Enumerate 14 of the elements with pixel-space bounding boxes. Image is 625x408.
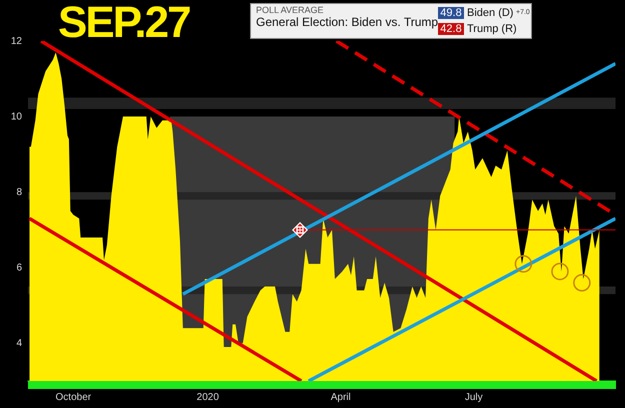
chart-title: SEP.27 [58,0,190,47]
x-tick-label: 2020 [196,392,220,403]
point [514,255,532,273]
x-tick-label: October [56,392,92,403]
y-tick-label: 4 [16,338,22,349]
y-tick-label: 12 [10,36,22,47]
point [573,274,591,292]
point [551,262,569,280]
x-tick-label: July [464,392,483,403]
x-tick-label: April [330,392,351,403]
y-tick-label: 6 [16,262,22,274]
chart-subtitle: General Election: Biden vs. Trump [256,15,438,29]
y-tick-label: 10 [10,111,22,122]
y-tick-label: 8 [16,186,22,198]
